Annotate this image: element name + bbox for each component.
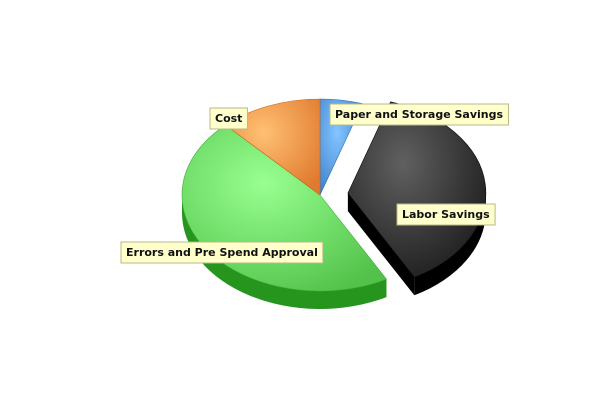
slice-side [182,195,387,309]
slice-label-box [329,103,509,126]
slice-tops [181,98,487,292]
slice-labels: Paper and Storage Savings Labor Savings Er… [120,103,509,264]
slice-label: Cost [209,107,248,130]
slice-label-text: Paper and Storage Savings [335,108,503,121]
slice-sides [182,193,486,309]
slice-label-box [209,107,248,130]
slice-label: Errors and Pre Spend Approval [120,241,324,264]
slice-label-box [120,241,324,264]
slice-label-text: Labor Savings [402,208,490,221]
slice-label-text: Errors and Pre Spend Approval [126,246,318,259]
slice-label-text: Cost [215,112,242,125]
slice-label: Labor Savings [396,203,496,226]
slice-wall [347,193,415,296]
slice-label-box [396,203,496,226]
slice-side [414,193,486,296]
slice-label: Paper and Storage Savings [329,103,509,126]
